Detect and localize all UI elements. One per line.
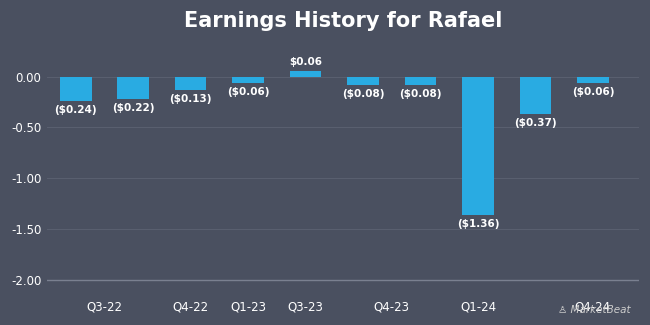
Text: $0.06: $0.06 bbox=[289, 58, 322, 68]
Text: ♙ MarketBeat: ♙ MarketBeat bbox=[558, 305, 630, 315]
Text: ($0.06): ($0.06) bbox=[571, 87, 614, 97]
Text: ($0.22): ($0.22) bbox=[112, 103, 155, 113]
Text: ($0.13): ($0.13) bbox=[170, 94, 212, 104]
Bar bbox=[347, 77, 379, 85]
Text: ($0.24): ($0.24) bbox=[55, 105, 97, 115]
Bar bbox=[118, 77, 149, 99]
Bar bbox=[290, 71, 321, 77]
Text: ($0.06): ($0.06) bbox=[227, 87, 269, 97]
Bar bbox=[519, 77, 551, 114]
Bar bbox=[232, 77, 264, 83]
Bar bbox=[462, 77, 494, 215]
Bar bbox=[577, 77, 608, 83]
Bar bbox=[175, 77, 207, 90]
Text: ($0.08): ($0.08) bbox=[342, 89, 384, 99]
Bar bbox=[405, 77, 436, 85]
Text: ($0.08): ($0.08) bbox=[399, 89, 442, 99]
Bar bbox=[60, 77, 92, 101]
Text: ($1.36): ($1.36) bbox=[457, 219, 499, 229]
Text: ($0.37): ($0.37) bbox=[514, 118, 557, 128]
Title: Earnings History for Rafael: Earnings History for Rafael bbox=[184, 11, 502, 31]
